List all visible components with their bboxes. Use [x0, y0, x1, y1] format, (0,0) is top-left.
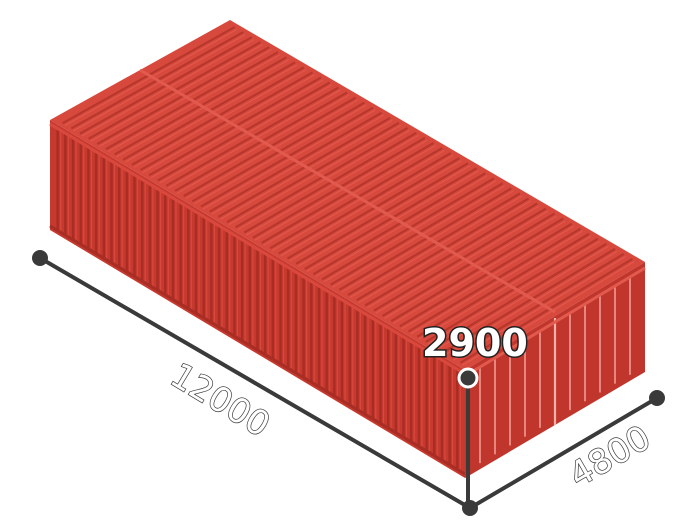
top-rib-highlight [237, 129, 410, 231]
top-rib [321, 177, 495, 281]
top-rib-highlight [462, 261, 635, 366]
top-rib [295, 162, 469, 265]
top-rib-highlight [116, 59, 289, 158]
top-rib-highlight [427, 240, 601, 345]
top-rib [373, 207, 547, 312]
top-rib-highlight [289, 160, 462, 262]
top-rib-highlight [133, 69, 307, 168]
top-rib-highlight [245, 134, 419, 236]
top-rib [399, 222, 573, 328]
top-rib [278, 152, 452, 255]
width-label: 4800 [563, 418, 658, 496]
top-rib-highlight [124, 64, 298, 163]
top-rib [416, 232, 590, 338]
top-rib [304, 167, 478, 270]
top-rib-highlight [98, 49, 272, 147]
top-seam-line [139, 68, 556, 314]
top-rib [433, 242, 607, 349]
top-rib [425, 237, 599, 343]
top-rib-highlight [185, 99, 358, 200]
top-rib-highlight [168, 89, 341, 189]
top-rib [269, 147, 443, 250]
top-rib-highlight [280, 155, 454, 257]
container-side-ribs [49, 122, 466, 476]
top-rib-highlight [401, 225, 575, 330]
top-rib-highlight [228, 124, 402, 226]
top-rib [390, 217, 564, 323]
top-rib-highlight [410, 230, 583, 335]
top-rib [381, 212, 556, 317]
top-rib [312, 172, 486, 276]
top-rib-highlight [384, 215, 557, 319]
top-rib [356, 197, 530, 302]
top-rib-highlight [306, 170, 479, 272]
top-rib-highlight [211, 114, 384, 215]
length-dimension-line [38, 256, 472, 510]
top-rib-highlight [453, 255, 626, 361]
top-rib-highlight [323, 180, 497, 283]
top-rib [442, 247, 616, 354]
top-rib-highlight [375, 210, 549, 314]
top-rib-highlight [176, 94, 350, 194]
top-rib-highlight [297, 165, 471, 267]
top-rib-highlight [341, 190, 514, 293]
top-rib [459, 258, 633, 364]
container-top-ribs [62, 26, 635, 366]
top-rib-highlight [349, 195, 523, 299]
length-label: 12000 [163, 355, 276, 445]
top-rib-highlight [142, 74, 315, 174]
corner-marker [462, 500, 478, 516]
top-rib-highlight [366, 205, 540, 309]
end-top-rail [464, 266, 646, 378]
top-rib [286, 157, 460, 260]
top-rib-highlight [159, 84, 332, 184]
side-bottom-rail [49, 224, 466, 476]
top-rib-highlight [444, 250, 618, 356]
top-rib [451, 252, 625, 359]
top-rib [364, 202, 538, 307]
top-rib-highlight [358, 200, 531, 304]
top-rib-highlight [418, 235, 592, 340]
top-rib [252, 137, 426, 239]
top-rib-highlight [436, 245, 609, 351]
width-dimension-line [468, 396, 659, 510]
top-rib-highlight [271, 150, 445, 252]
length-start-marker [32, 250, 48, 266]
width-end-marker [649, 390, 665, 406]
top-rib-highlight [202, 109, 376, 210]
height-label: 2900 [422, 321, 528, 365]
top-rib-highlight [254, 140, 428, 241]
top-rib [330, 182, 504, 286]
top-rib [243, 131, 417, 234]
top-rib [347, 192, 521, 297]
top-rib-highlight [315, 175, 488, 278]
top-rib-highlight [263, 145, 436, 246]
top-rib-highlight [150, 79, 324, 179]
side-top-rail [49, 122, 466, 376]
top-rib-highlight [194, 104, 367, 205]
top-rib-highlight [332, 185, 505, 288]
top-rib-highlight [107, 54, 281, 153]
top-rib-highlight [392, 220, 566, 325]
top-rib [338, 187, 512, 291]
top-rib [260, 142, 435, 244]
top-rib-highlight [220, 119, 393, 220]
top-rib [235, 126, 409, 229]
height-top-marker [457, 367, 479, 389]
container-door-ribs [464, 266, 646, 464]
top-rib [407, 227, 582, 333]
